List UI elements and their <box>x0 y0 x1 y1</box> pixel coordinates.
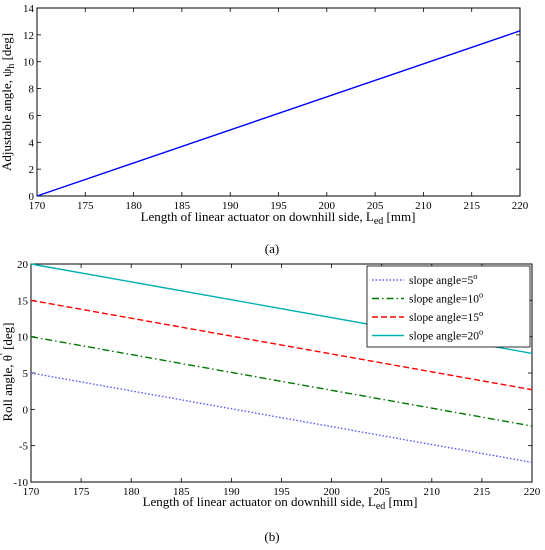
chart-a-plot-area <box>36 7 521 197</box>
chart-a-ytick-label: 2 <box>29 164 35 176</box>
chart-a-ytick-label: 0 <box>29 191 35 203</box>
chart-a-ytick-label: 12 <box>23 30 34 42</box>
chart-a-ylabel: Adjustable angle, ψh [deg] <box>0 33 17 171</box>
chart-a-caption: (a) <box>265 241 279 256</box>
chart-b-xtick-label: 210 <box>424 486 441 498</box>
chart-a-xtick-label: 180 <box>125 200 142 212</box>
chart-a-ytick-label: 14 <box>23 3 35 15</box>
chart-b-xtick-label: 190 <box>223 486 240 498</box>
chart-b-ytick-label: 0 <box>23 404 29 416</box>
chart-a-ytick-label: 8 <box>29 84 35 96</box>
chart-b-ylabel: Roll angle, θ' [deg] <box>0 322 15 421</box>
chart-b-xtick-label: 175 <box>73 486 90 498</box>
chart-a-xtick-label: 195 <box>270 200 287 212</box>
chart-a-xtick-label: 185 <box>174 200 191 212</box>
chart-a-xtick-label: 210 <box>415 200 432 212</box>
chart-b-xlabel: Length of linear actuator on downhill si… <box>143 494 418 512</box>
chart-b-ytick-label: 5 <box>23 368 29 380</box>
chart-a: 170 175 180 185 190 195 200 205 210 215 220 0 2 4 6 8 10… <box>0 3 529 256</box>
chart-b-xtick-label: 215 <box>474 486 491 498</box>
chart-a-ticks: 170 175 180 185 190 195 200 205 210 215 220 0 2 4 6 8 10… <box>23 3 529 212</box>
chart-b-ytick-label: -10 <box>13 477 28 489</box>
chart-b-ytick-label: 15 <box>17 295 29 307</box>
legend-label-4: slope angle=20o <box>409 327 483 343</box>
chart-a-ytick-label: 10 <box>23 57 35 69</box>
chart-a-xtick-label: 170 <box>29 200 46 212</box>
chart-b-caption: (b) <box>264 529 279 544</box>
chart-b-legend: slope angle=5o slope angle=10o slope angle… <box>366 265 531 348</box>
chart-b-xtick-label: 205 <box>373 486 390 498</box>
legend-label-1: slope angle=5o <box>409 271 478 287</box>
chart-a-xtick-label: 175 <box>77 200 94 212</box>
chart-a-ytick-label: 4 <box>29 137 35 149</box>
chart-b-series-line-2 <box>30 335 533 427</box>
chart-a-ytick-label: 6 <box>29 110 35 122</box>
chart-b: 170 175 180 185 190 195 200 205 210 215 220 -10 -5 0 5… <box>0 259 541 544</box>
chart-b-ytick-label: -5 <box>19 441 29 453</box>
chart-a-xtick-label: 205 <box>367 200 384 212</box>
legend-label-2: slope angle=10o <box>409 290 483 306</box>
chart-a-xtick-label: 220 <box>512 200 529 212</box>
chart-a-series <box>36 30 521 197</box>
chart-b-xtick-label: 200 <box>323 486 340 498</box>
chart-b-series-line-3 <box>30 299 533 391</box>
chart-b-xtick-label: 220 <box>524 486 541 498</box>
chart-b-ticks: 170 175 180 185 190 195 200 205 210 215 220 -10 -5 0 5… <box>13 259 540 498</box>
chart-b-xtick-label: 195 <box>273 486 290 498</box>
chart-b-series-line-1 <box>30 372 533 464</box>
chart-b-xtick-label: 170 <box>23 486 40 498</box>
chart-a-xtick-label: 200 <box>319 200 336 212</box>
legend-entries: slope angle=5o slope angle=10o slope angle… <box>372 271 483 343</box>
chart-b-ytick-label: 10 <box>17 332 29 344</box>
chart-a-xtick-label: 190 <box>222 200 239 212</box>
chart-b-xtick-label: 180 <box>123 486 140 498</box>
legend-label-3: slope angle=15o <box>409 308 483 324</box>
chart-b-ytick-label: 20 <box>17 259 29 271</box>
chart-a-xtick-label: 215 <box>463 200 480 212</box>
chart-b-xtick-label: 185 <box>173 486 190 498</box>
chart-a-xlabel: Length of linear actuator on downhill si… <box>141 209 416 227</box>
chart-a-series-line-1 <box>36 30 521 197</box>
